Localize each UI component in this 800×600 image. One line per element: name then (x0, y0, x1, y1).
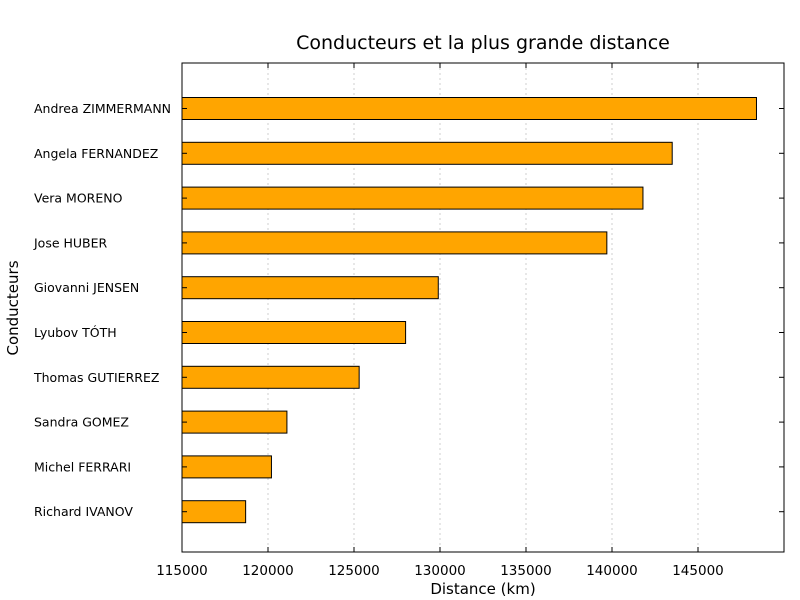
x-tick-labels: 115000 120000 125000 130000 135000 140000 1450… (156, 563, 724, 579)
category-label: Angela FERNANDEZ (34, 146, 158, 161)
bars (181, 97, 757, 524)
ticks (181, 63, 784, 552)
bar (181, 141, 673, 165)
bar (181, 276, 439, 300)
grid-lines (181, 63, 699, 552)
bar (181, 365, 360, 389)
category-label: Jose HUBER (33, 235, 108, 250)
x-tick-label: 115000 (156, 563, 208, 579)
category-labels: Andrea ZIMMERMANN Angela FERNANDEZ Vera MO… (33, 101, 171, 519)
x-tick-label: 140000 (586, 563, 638, 579)
x-tick-label: 135000 (500, 563, 552, 579)
x-tick-label: 145000 (672, 563, 724, 579)
bar (181, 321, 407, 344)
category-label: Richard IVANOV (34, 504, 133, 519)
bar (181, 410, 288, 434)
category-label: Thomas GUTIERREZ (33, 370, 159, 385)
category-label: Giovanni JENSEN (34, 280, 139, 295)
y-axis-label: Conducteurs (4, 260, 22, 355)
x-tick-label: 120000 (242, 563, 294, 579)
bar (181, 500, 247, 524)
category-label: Lyubov TÓTH (34, 325, 117, 340)
x-axis-label: Distance (km) (430, 580, 535, 598)
category-label: Sandra GOMEZ (34, 415, 129, 430)
chart-title: Conducteurs et la plus grande distance (296, 32, 670, 54)
bar (181, 455, 272, 479)
bar (181, 97, 757, 120)
x-tick-label: 125000 (328, 563, 380, 579)
category-label: Andrea ZIMMERMANN (34, 101, 171, 116)
category-label: Michel FERRARI (34, 459, 131, 474)
x-tick-label: 130000 (414, 563, 466, 579)
bar (181, 186, 644, 210)
bar (181, 231, 608, 255)
category-label: Vera MORENO (34, 191, 123, 206)
plot-frame (181, 62, 785, 553)
